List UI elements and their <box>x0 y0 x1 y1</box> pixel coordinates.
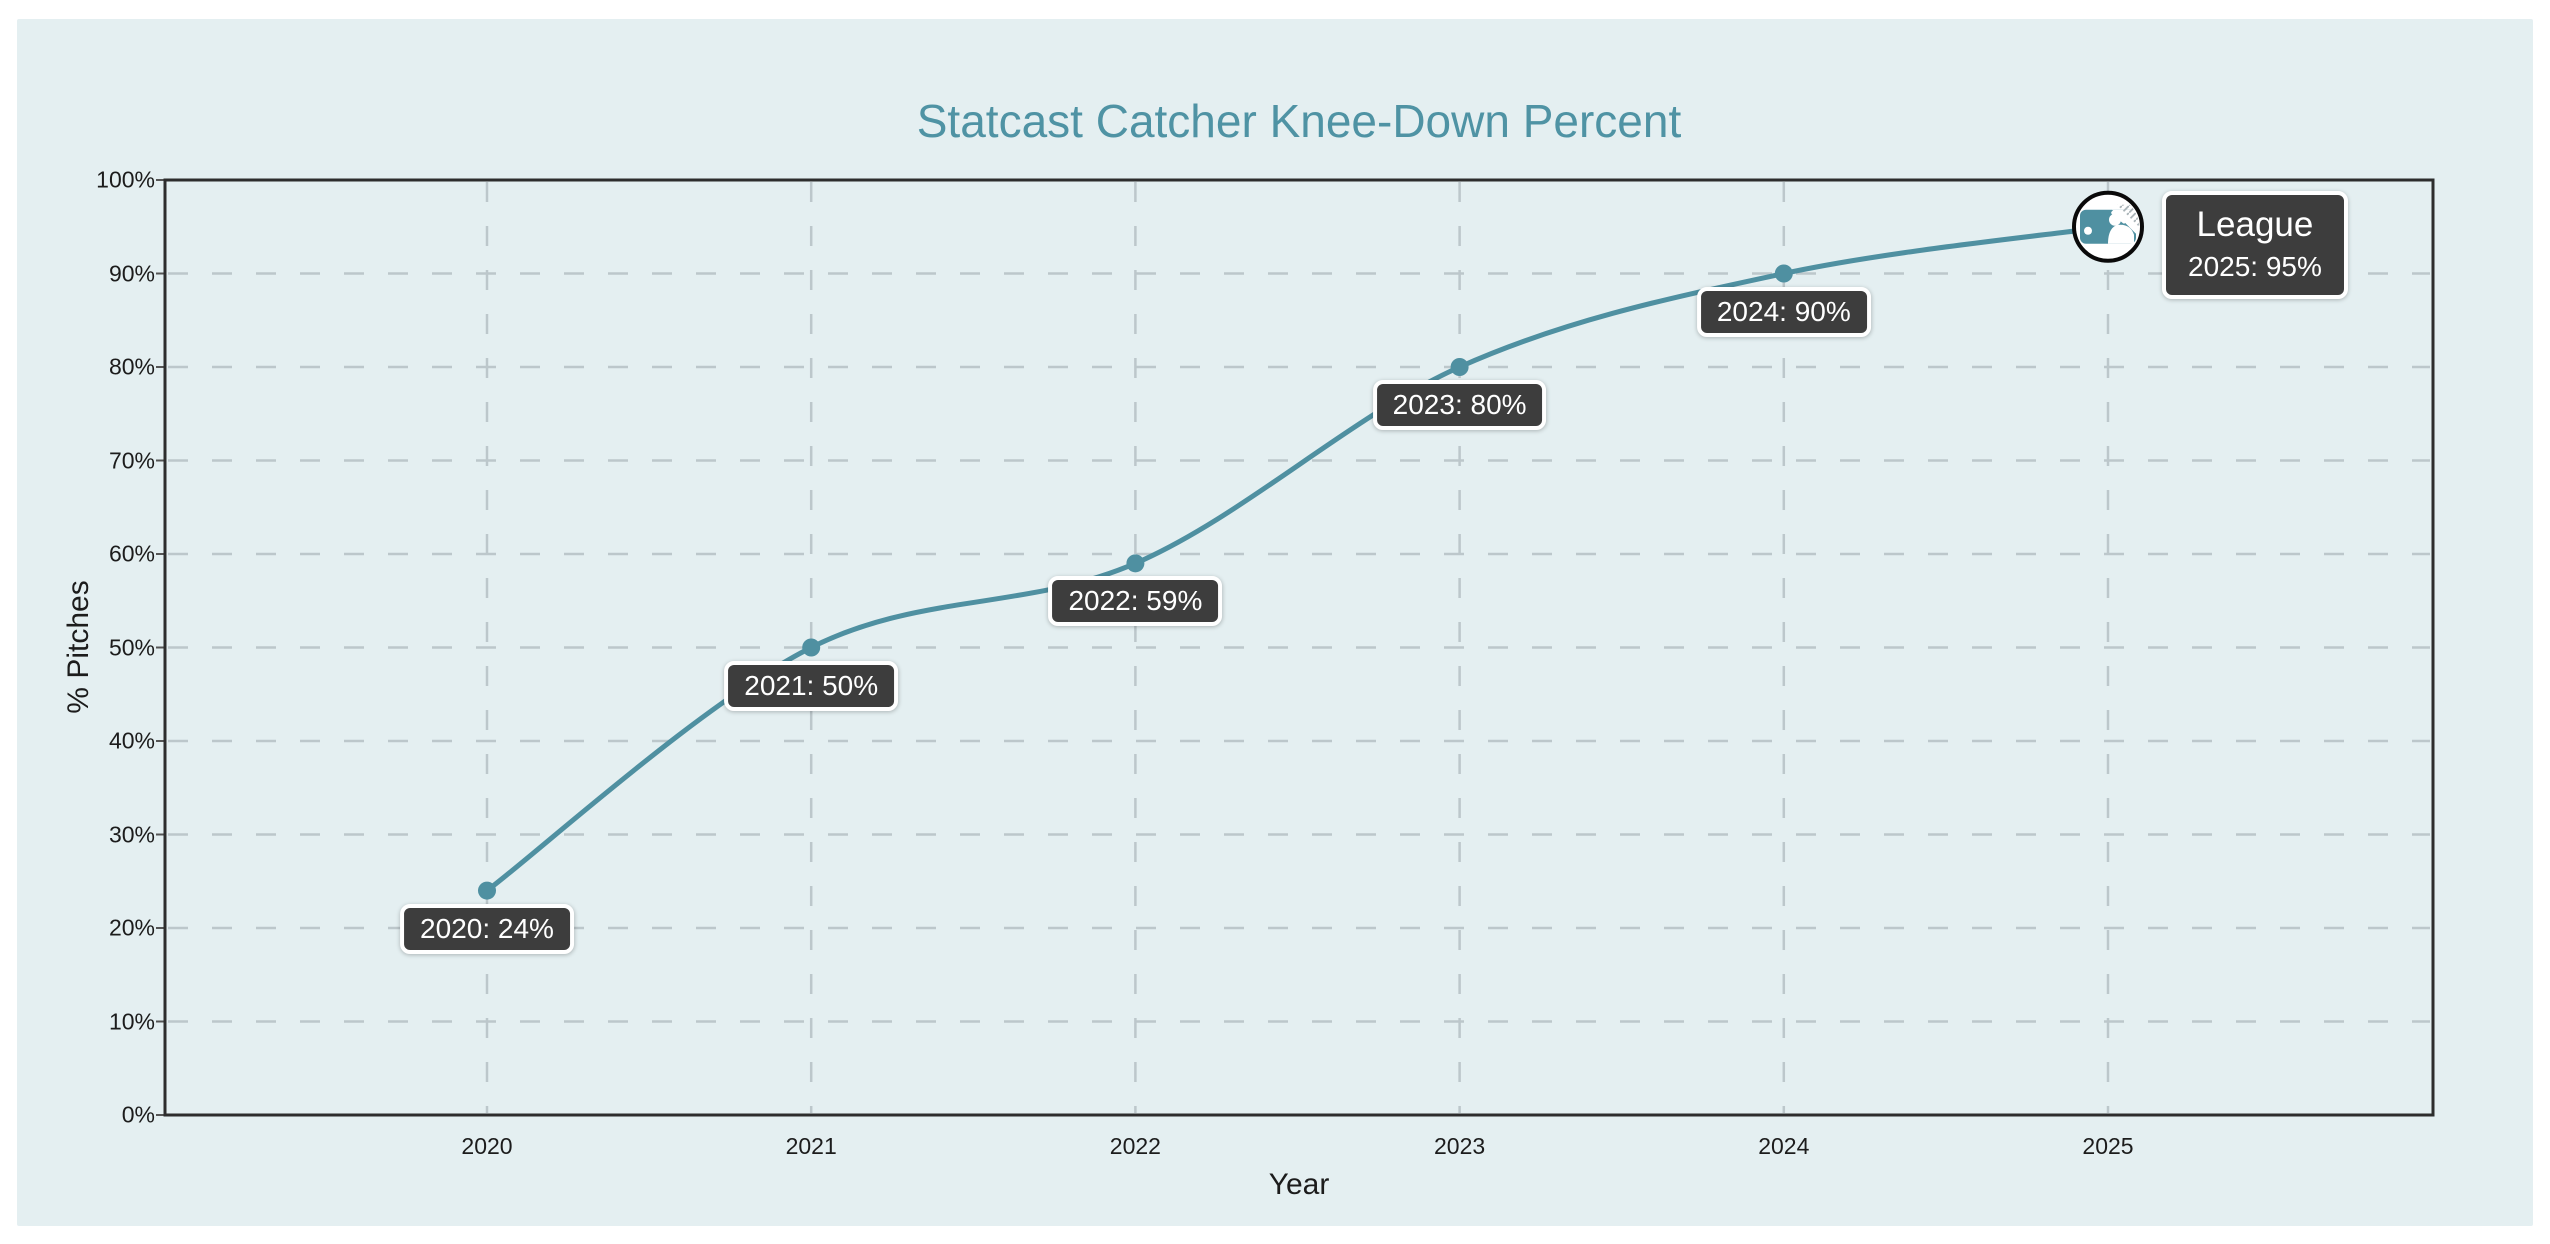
data-point[interactable] <box>1774 264 1793 283</box>
series-points <box>478 264 1793 900</box>
mlb-logo-icon[interactable] <box>2072 190 2144 263</box>
gridlines <box>168 182 2430 1113</box>
data-point[interactable] <box>802 638 821 657</box>
data-point[interactable] <box>1126 554 1145 573</box>
series-line[interactable] <box>484 224 2111 894</box>
plot-border <box>163 178 2435 1117</box>
mlb-logo-art <box>2080 204 2139 244</box>
data-point[interactable] <box>1450 358 1469 376</box>
data-point[interactable] <box>478 881 496 900</box>
